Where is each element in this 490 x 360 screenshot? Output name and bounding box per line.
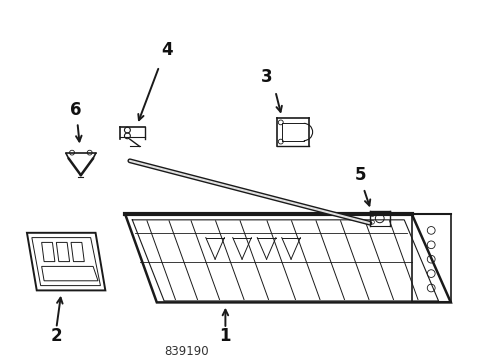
Text: 6: 6	[70, 102, 82, 120]
Text: 839190: 839190	[164, 345, 209, 358]
Text: 5: 5	[354, 166, 366, 184]
Text: 1: 1	[220, 327, 231, 345]
Text: 2: 2	[50, 327, 62, 345]
Text: 4: 4	[161, 41, 172, 59]
Text: 3: 3	[261, 68, 273, 86]
